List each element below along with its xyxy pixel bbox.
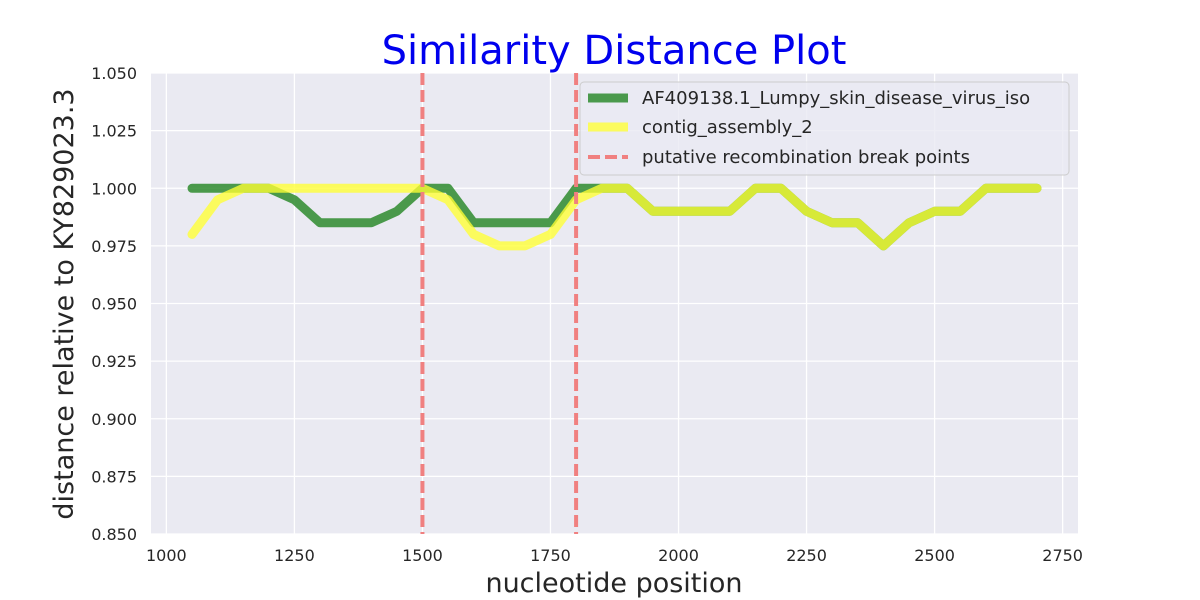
series-line-1 bbox=[187, 183, 1042, 251]
x-axis-ticks: 1000 1250 1500 1750 2000 2250 2500 2750 bbox=[146, 546, 1083, 565]
legend-label-contig-assembly-2: contig_assembly_2 bbox=[642, 117, 813, 138]
y-tick-label-6: 1.000 bbox=[91, 179, 137, 198]
x-tick-label-7: 2750 bbox=[1042, 546, 1083, 565]
legend: AF409138.1_Lumpy_skin_disease_virus_iso … bbox=[579, 81, 1070, 176]
x-tick-label-1: 1250 bbox=[274, 546, 315, 565]
y-tick-label-1: 0.875 bbox=[91, 467, 137, 486]
x-tick-label-4: 2000 bbox=[658, 546, 699, 565]
chart-title: Similarity Distance Plot bbox=[382, 28, 847, 74]
legend-label-break-points: putative recombination break points bbox=[642, 147, 970, 168]
x-tick-label-3: 1750 bbox=[530, 546, 571, 565]
x-tick-label-2: 1500 bbox=[402, 546, 443, 565]
y-tick-label-3: 0.925 bbox=[91, 352, 137, 371]
break-point-lines bbox=[420, 73, 579, 534]
y-tick-label-8: 1.050 bbox=[91, 64, 137, 83]
y-tick-label-2: 0.900 bbox=[91, 410, 137, 429]
legend-label-af409138: AF409138.1_Lumpy_skin_disease_virus_iso bbox=[642, 88, 1030, 109]
y-tick-label-4: 0.950 bbox=[91, 295, 137, 314]
series-lines bbox=[187, 183, 1042, 251]
x-axis-label: nucleotide position bbox=[485, 568, 742, 599]
x-tick-label-5: 2250 bbox=[786, 546, 827, 565]
x-tick-label-0: 1000 bbox=[146, 546, 187, 565]
legend-box bbox=[579, 81, 1070, 176]
y-axis-ticks: 0.850 0.875 0.900 0.925 0.950 0.975 1.000 1.025… bbox=[91, 64, 137, 544]
y-axis-label: distance relative to KY829023.3 bbox=[49, 88, 80, 519]
x-tick-label-6: 2500 bbox=[914, 546, 955, 565]
y-tick-label-0: 0.850 bbox=[91, 525, 137, 544]
y-tick-label-5: 0.975 bbox=[91, 237, 137, 256]
y-tick-label-7: 1.025 bbox=[91, 122, 137, 141]
